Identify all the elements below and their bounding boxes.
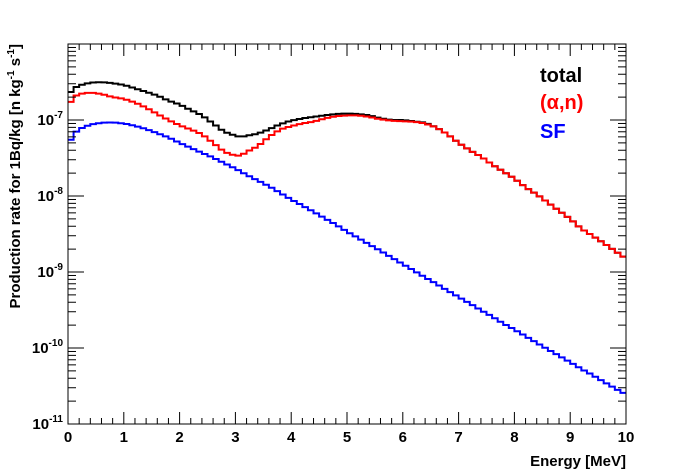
legend-label-sf: SF — [540, 121, 566, 143]
y-axis-ticks — [68, 46, 626, 425]
x-tick-label: 8 — [510, 429, 518, 446]
y-tick-label: 10-9 — [37, 262, 63, 281]
x-tick-label: 3 — [231, 429, 239, 446]
x-tick-label: 0 — [64, 429, 72, 446]
y-tick-label: 10-10 — [32, 338, 64, 357]
x-tick-label: 9 — [566, 429, 574, 446]
series-layer — [68, 81, 626, 394]
legend-label-alpha-n: (α,n) — [540, 92, 583, 114]
x-axis-ticks — [67, 44, 627, 424]
x-tick-label: 5 — [343, 429, 351, 446]
y-tick-label: 10-11 — [32, 414, 63, 433]
series-line-alpha-n — [68, 91, 626, 258]
x-tick-label: 7 — [454, 429, 462, 446]
legend: total (α,n) SF — [540, 65, 583, 143]
y-axis-label: Production rate for 1Bq/kg [n kg-1 s-1] — [6, 44, 24, 309]
y-axis-tick-labels: 10-11 10-10 10-9 10-8 10-7 — [32, 110, 64, 433]
y-tick-label: 10-7 — [37, 110, 63, 129]
legend-label-total: total — [540, 65, 582, 87]
x-tick-label: 4 — [287, 429, 296, 446]
x-tick-label: 2 — [175, 429, 183, 446]
x-tick-label: 6 — [399, 429, 407, 446]
y-tick-label: 10-8 — [37, 186, 63, 205]
x-tick-label: 10 — [618, 429, 635, 446]
x-axis-label: Energy [MeV] — [530, 453, 626, 470]
x-axis-tick-labels: 0 1 2 3 4 5 6 7 8 9 10 — [64, 429, 635, 446]
x-tick-label: 1 — [120, 429, 128, 446]
series-line-sf — [68, 121, 626, 394]
